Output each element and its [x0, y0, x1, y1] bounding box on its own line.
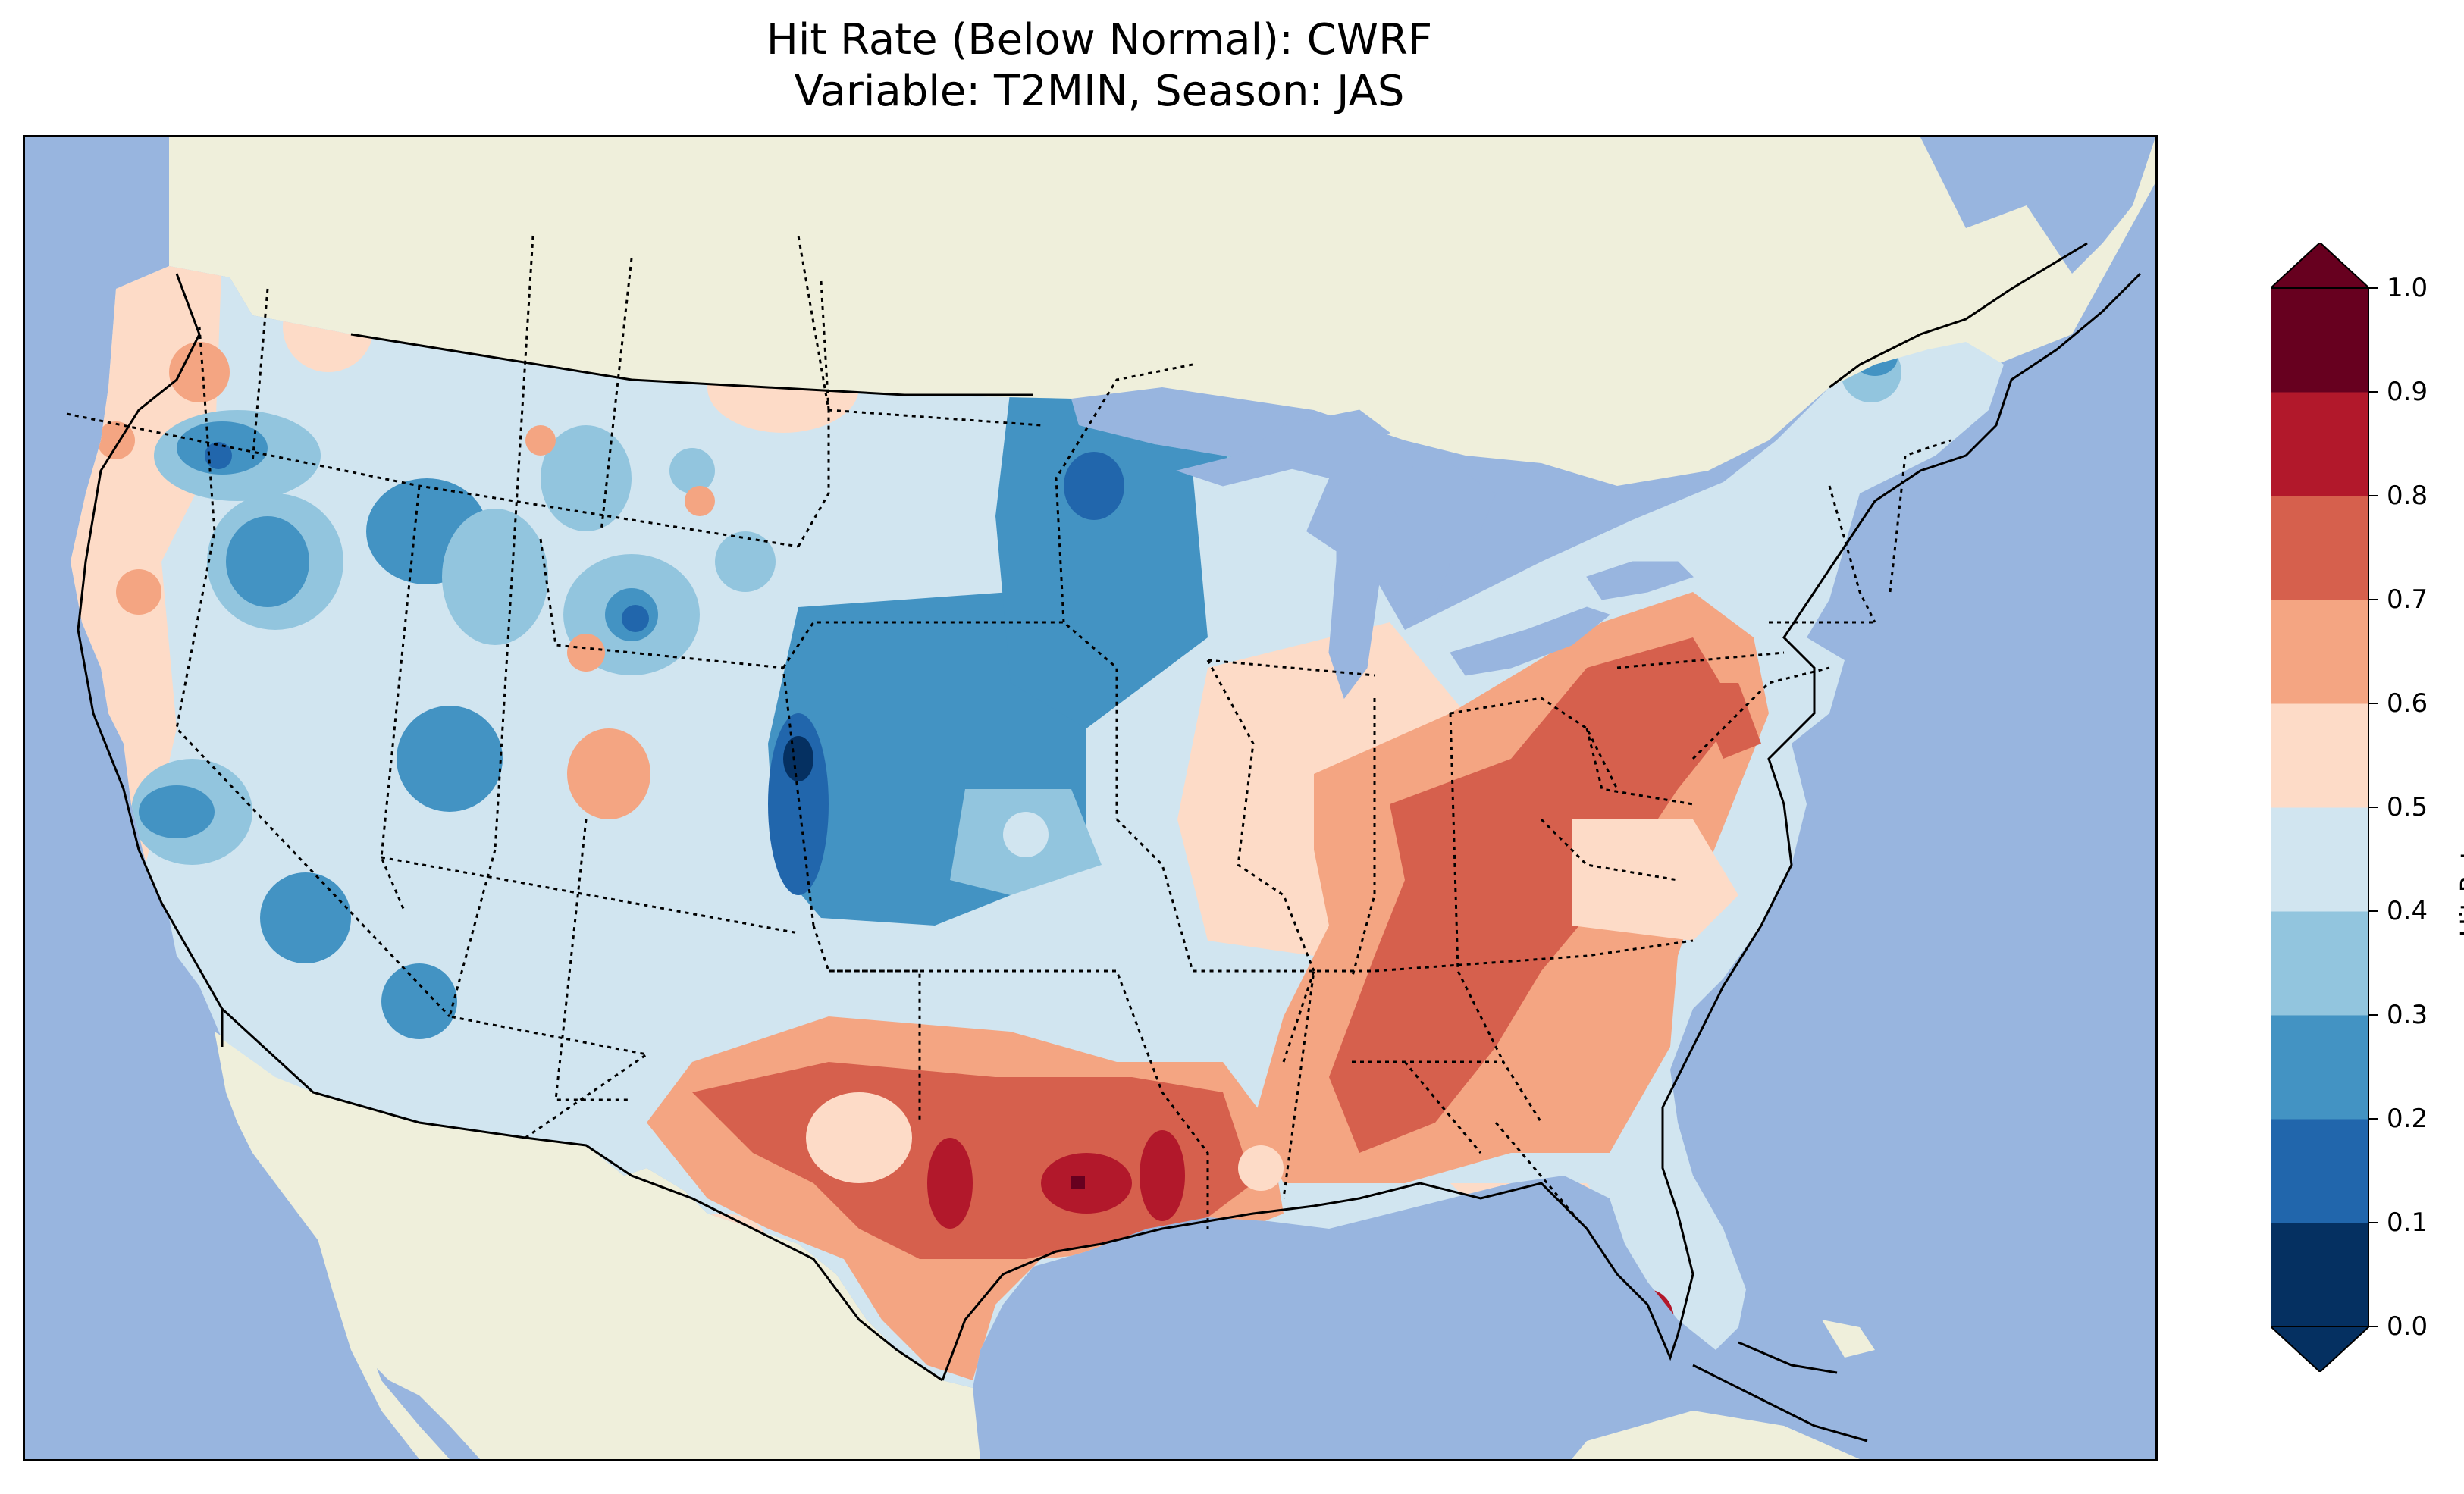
chart-title-line2: Variable: T2MIN, Season: JAS: [794, 67, 1405, 116]
colorbar-tick-mark: [2369, 599, 2378, 600]
colorbar-bin: [2271, 496, 2369, 600]
colorbar-tick-label: 1.0: [2387, 273, 2428, 303]
colorbar-bin: [2271, 1119, 2369, 1223]
colorbar-tick-mark: [2369, 287, 2378, 289]
colorbar-tick-mark: [2369, 495, 2378, 496]
colorbar-bin: [2271, 600, 2369, 704]
colorbar-tick-label: 0.8: [2387, 481, 2428, 511]
land-masses: [169, 137, 2155, 1459]
colorbar-tick-label: 0.4: [2387, 896, 2428, 926]
colorbar-tick-mark: [2369, 1326, 2378, 1327]
colorbar-tick-mark: [2369, 1014, 2378, 1016]
colorbar-bin: [2271, 1015, 2369, 1120]
coastlines: [77, 242, 2142, 1442]
colorbar-tick-label: 0.3: [2387, 1000, 2428, 1030]
colorbar-under-arrow: [2271, 1326, 2369, 1372]
colorbar-bin: [2271, 911, 2369, 1016]
colorbar-tick-label: 0.5: [2387, 792, 2428, 822]
colorbar-tick-label: 0.6: [2387, 688, 2428, 719]
colorbar-tick-mark: [2369, 910, 2378, 912]
colorbar-tick-label: 0.9: [2387, 377, 2428, 407]
colorbar-bin: [2271, 392, 2369, 496]
colorbar-tick-mark: [2369, 1222, 2378, 1223]
colorbar-tick-mark: [2369, 703, 2378, 704]
colorbar-bin: [2271, 288, 2369, 393]
colorbar-tick-mark: [2369, 391, 2378, 393]
colorbar-bin: [2271, 1223, 2369, 1327]
colorbar-tick-mark: [2369, 1118, 2378, 1120]
map-canvas: [66, 137, 2155, 1459]
colorbar-tick-label: 0.7: [2387, 584, 2428, 615]
colorbar-bin: [2271, 807, 2369, 912]
colorbar: [2271, 243, 2369, 1372]
colorbar-label: Hit Rate: [2455, 833, 2464, 938]
colorbar-tick-mark: [2369, 807, 2378, 808]
map-panel: [23, 135, 2158, 1461]
colorbar-bin: [2271, 703, 2369, 808]
colorbar-over-arrow: [2271, 243, 2369, 288]
chart-title-line1: Hit Rate (Below Normal): CWRF: [766, 15, 1433, 64]
colorbar-tick-label: 0.0: [2387, 1311, 2428, 1342]
great-lakes: [1176, 409, 1694, 700]
state-borders: [66, 235, 1951, 1229]
colorbar-tick-label: 0.1: [2387, 1207, 2428, 1238]
colorbar-tick-label: 0.2: [2387, 1104, 2428, 1134]
